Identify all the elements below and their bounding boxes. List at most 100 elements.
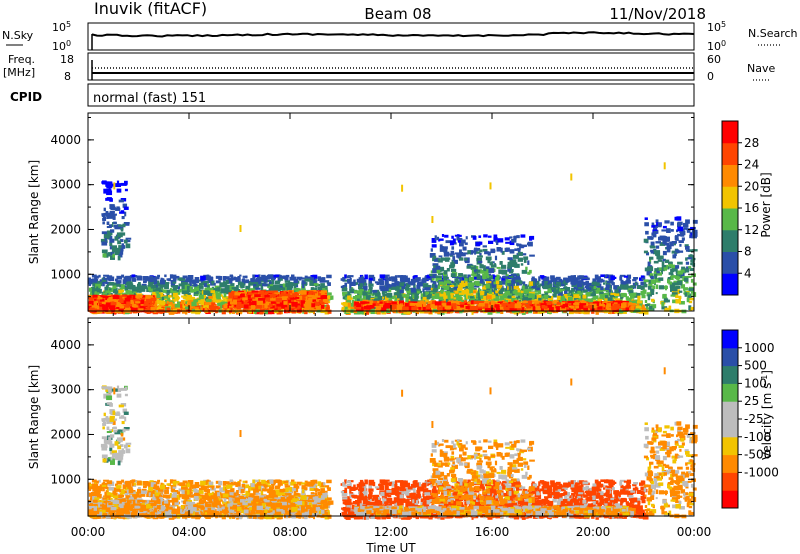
power-cell [660, 255, 664, 259]
power-cell [92, 294, 98, 298]
power-cell [688, 301, 693, 304]
power-cell [106, 188, 112, 192]
power-cell [174, 304, 181, 308]
power-cell [657, 259, 663, 262]
power-cell [193, 280, 199, 284]
power-cell [571, 279, 575, 283]
power-cell [430, 287, 434, 291]
power-cell [98, 295, 104, 299]
power-cell [680, 233, 685, 237]
power-cell [417, 290, 420, 294]
power-cell [522, 296, 529, 301]
power-cell [644, 300, 648, 303]
power-cell [589, 284, 595, 288]
power-cell [605, 284, 610, 288]
power-cell [507, 261, 512, 267]
power-cell [215, 291, 218, 296]
power-cell [584, 285, 590, 289]
power-cell [359, 290, 364, 296]
power-cell [488, 240, 494, 244]
power-cell [434, 293, 440, 298]
power-cell [208, 276, 213, 281]
power-cell [671, 241, 677, 244]
power-cell [109, 238, 115, 243]
power-cell [225, 279, 229, 285]
power-cell [431, 283, 437, 289]
power-cell [200, 280, 204, 283]
power-cell [578, 292, 583, 296]
power-cell [655, 284, 659, 290]
power-cell [464, 242, 468, 245]
power-cell [105, 212, 112, 217]
power-cell [648, 266, 654, 272]
power-cell [686, 257, 693, 260]
power-cell [473, 265, 477, 269]
power-cell [203, 283, 207, 287]
power-cell [469, 264, 474, 267]
power-cell [109, 211, 115, 217]
power-cell [273, 310, 279, 314]
power-cell [181, 279, 186, 284]
power-cell [678, 240, 684, 244]
power-cell [106, 226, 112, 229]
power-cell [509, 236, 513, 239]
power-cell [396, 281, 400, 286]
power-cell [118, 303, 126, 307]
power-cell [458, 292, 465, 295]
power-cell [652, 285, 656, 290]
power-cell [687, 275, 692, 278]
power-cell [190, 304, 194, 309]
power-cell [124, 239, 128, 244]
power-cell [252, 274, 256, 279]
power-cell [447, 294, 452, 299]
power-cell [680, 284, 686, 289]
power-cell [479, 278, 484, 284]
power-cell [185, 296, 190, 301]
power-cell [523, 285, 529, 290]
power-cell [261, 274, 266, 279]
power-cell [672, 254, 677, 259]
power-cell [200, 304, 206, 309]
power-cell [185, 278, 191, 283]
power-cell [424, 287, 431, 291]
power-cell [205, 299, 212, 303]
power-cell [666, 249, 671, 253]
power-cell [136, 275, 142, 281]
power-cell [505, 275, 512, 279]
power-cell [439, 293, 445, 297]
power-cell [306, 276, 312, 280]
cpid-label: CPID [10, 90, 42, 104]
power-cell [212, 305, 219, 309]
power-cell [189, 296, 196, 300]
power-cell [465, 281, 468, 286]
power-cell [349, 283, 352, 289]
power-cell [598, 278, 604, 283]
power-cell [486, 274, 490, 279]
power-cell [472, 236, 477, 240]
power-cell [129, 300, 134, 306]
power-cell [271, 279, 275, 285]
power-cell [668, 261, 673, 265]
power-cell [488, 291, 493, 294]
power-cell [517, 288, 521, 293]
power-cell [408, 299, 412, 303]
power-cell [457, 288, 463, 292]
power-cell [410, 278, 417, 283]
power-cell [507, 266, 512, 272]
power-cell [592, 278, 597, 284]
power-cell [650, 245, 656, 249]
power-cell [205, 275, 208, 281]
freq-label-2: [MHz] [3, 66, 35, 79]
power-cell [651, 225, 656, 228]
power-cell [439, 238, 444, 241]
power-cell [521, 281, 526, 285]
power-cell [501, 298, 505, 303]
power-cell [340, 285, 345, 289]
power-cell [368, 288, 373, 294]
power-cell [249, 281, 256, 284]
power-cell [368, 274, 375, 278]
power-cell [266, 275, 270, 278]
power-cell [118, 298, 124, 304]
power-cell [123, 222, 130, 225]
power-cell [582, 289, 588, 293]
